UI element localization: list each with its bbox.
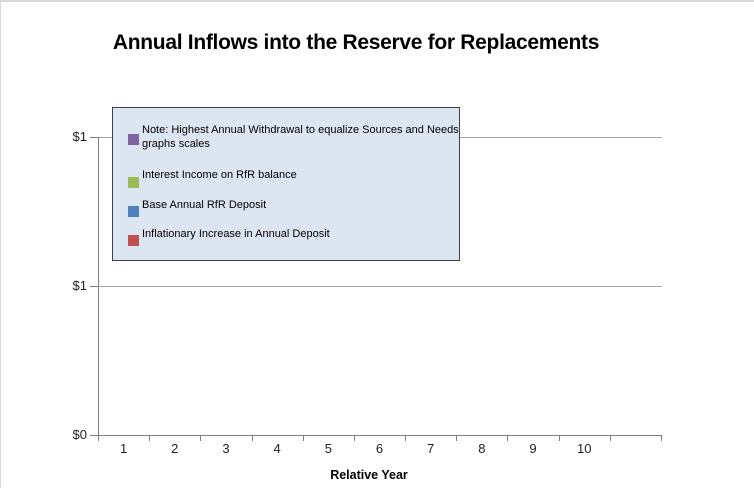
x-axis-title: Relative Year xyxy=(330,468,408,482)
y-tick-label: $1 xyxy=(72,278,87,293)
legend-marker-4 xyxy=(128,235,139,246)
x-axis-tick xyxy=(609,436,611,441)
x-axis-tick xyxy=(251,436,253,441)
legend-label-1: Note: Highest Annual Withdrawal to equal… xyxy=(142,124,459,150)
x-tick-label: 1 xyxy=(119,441,128,456)
x-axis-tick xyxy=(353,436,355,441)
x-tick-label: 5 xyxy=(324,441,332,456)
y-tick-label: $0 xyxy=(72,427,87,442)
y-axis-tick xyxy=(90,435,98,436)
y-axis-tick xyxy=(90,137,98,138)
legend-marker-1 xyxy=(128,134,139,145)
legend-box: Note: Highest Annual Withdrawal to equal… xyxy=(112,107,460,261)
x-axis-tick xyxy=(302,436,304,441)
x-axis-tick xyxy=(98,436,99,441)
x-axis-tick xyxy=(200,436,202,441)
x-axis-tick xyxy=(507,436,509,441)
chart-title: Annual Inflows into the Reserve for Repl… xyxy=(112,31,600,54)
x-tick-label: 9 xyxy=(529,441,537,456)
x-axis-tick xyxy=(661,436,662,441)
x-tick-label: 7 xyxy=(427,441,435,456)
x-tick-label: 6 xyxy=(375,441,384,456)
x-axis-tick xyxy=(405,436,407,441)
y-axis-tick xyxy=(90,286,98,287)
x-tick-label: 4 xyxy=(273,441,281,456)
y-gridline xyxy=(99,286,662,287)
legend-label-4: Inflationary Increase in Annual Deposit xyxy=(142,228,330,240)
x-axis-tick xyxy=(456,436,458,441)
x-tick-label: 2 xyxy=(171,441,179,456)
x-tick-label: 10 xyxy=(576,441,592,456)
x-axis-tick xyxy=(149,436,151,441)
legend-label-2: Interest Income on RfR balance xyxy=(142,169,297,181)
y-tick-label: $1 xyxy=(72,129,87,144)
x-tick-label: 8 xyxy=(478,441,486,456)
x-tick-label: 3 xyxy=(222,441,230,456)
legend-marker-2 xyxy=(128,177,139,188)
x-axis-tick xyxy=(558,436,560,441)
legend-label-3: Base Annual RfR Deposit xyxy=(142,199,267,211)
legend-marker-3 xyxy=(128,206,139,217)
